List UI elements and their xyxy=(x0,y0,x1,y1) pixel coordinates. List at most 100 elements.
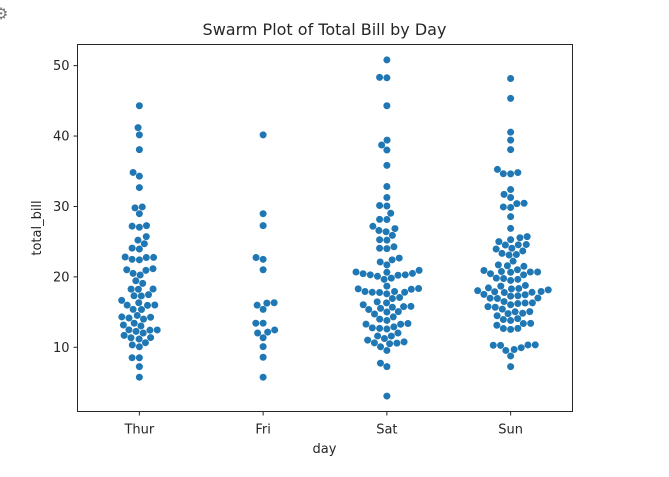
data-point-sat xyxy=(378,141,386,149)
data-point-sun xyxy=(507,301,515,309)
data-point-sat xyxy=(376,73,384,81)
data-point-fri xyxy=(264,328,272,336)
data-point-sun xyxy=(503,262,511,270)
data-point-thur xyxy=(150,253,158,261)
y-tick-label: 10 xyxy=(53,341,70,356)
data-point-fri xyxy=(259,334,267,342)
data-point-sat xyxy=(368,288,376,296)
data-point-sun xyxy=(521,281,529,289)
data-point-thur xyxy=(135,210,143,218)
data-point-sat xyxy=(369,222,377,230)
data-point-sat xyxy=(383,261,391,269)
x-tick-label: Fri xyxy=(255,423,271,438)
data-point-sat xyxy=(371,310,379,318)
data-point-sat xyxy=(408,269,416,277)
data-point-thur xyxy=(135,131,143,139)
settings-icon[interactable]: ⚙ xyxy=(0,4,9,23)
data-point-thur xyxy=(138,203,146,211)
data-point-sat xyxy=(383,282,391,290)
data-point-fri xyxy=(259,305,267,313)
data-point-sun xyxy=(507,128,515,136)
data-point-sat xyxy=(383,146,391,154)
data-point-thur xyxy=(137,292,145,300)
data-point-sat xyxy=(374,332,382,340)
data-point-thur xyxy=(129,269,137,277)
data-point-thur xyxy=(135,343,143,351)
data-point-sat xyxy=(377,304,385,312)
data-point-sat xyxy=(387,332,395,340)
data-point-sat xyxy=(383,183,391,191)
data-point-sun xyxy=(523,233,531,241)
data-point-sun xyxy=(480,290,488,298)
data-point-sat xyxy=(352,268,360,276)
data-point-thur xyxy=(135,172,143,180)
data-point-sun xyxy=(491,303,499,311)
data-point-sun xyxy=(514,315,522,323)
data-point-sun xyxy=(500,298,508,306)
data-point-sun xyxy=(507,285,515,293)
data-point-thur xyxy=(135,102,143,110)
data-point-sun xyxy=(497,341,505,349)
data-point-fri xyxy=(259,131,267,139)
data-point-sun xyxy=(528,299,536,307)
data-point-sun xyxy=(534,268,542,276)
data-point-sun xyxy=(534,294,542,302)
data-point-sat xyxy=(394,329,402,337)
data-point-thur xyxy=(149,285,157,293)
data-point-sat xyxy=(389,313,397,321)
data-point-thur xyxy=(142,266,150,274)
x-tick-label: Thur xyxy=(123,423,154,438)
data-point-thur xyxy=(142,222,150,230)
data-point-sun xyxy=(489,341,497,349)
data-point-sat xyxy=(370,339,378,347)
data-point-sat xyxy=(376,315,384,323)
data-point-sun xyxy=(484,284,492,292)
data-point-sat xyxy=(383,102,391,110)
data-point-sun xyxy=(526,308,534,316)
data-point-thur xyxy=(127,334,135,342)
data-point-sat xyxy=(383,136,391,144)
data-point-thur xyxy=(142,233,150,241)
data-points xyxy=(118,56,552,400)
plot-frame xyxy=(77,44,573,412)
data-point-sat xyxy=(383,236,391,244)
data-point-sat xyxy=(390,243,398,251)
data-point-fri xyxy=(259,319,267,327)
data-point-sun xyxy=(492,274,500,282)
data-point-sun xyxy=(507,292,515,300)
data-point-sat xyxy=(383,290,391,298)
data-point-thur xyxy=(131,204,139,212)
data-point-fri xyxy=(252,254,260,262)
data-point-sun xyxy=(519,320,527,328)
data-point-thur xyxy=(134,124,142,132)
data-point-fri xyxy=(259,222,267,230)
data-point-sun xyxy=(501,241,509,249)
data-point-sun xyxy=(520,271,528,279)
data-point-thur xyxy=(139,329,147,337)
data-point-sun xyxy=(512,251,520,259)
data-point-sat xyxy=(393,339,401,347)
data-point-sat xyxy=(415,284,423,292)
y-tick-label: 40 xyxy=(53,130,70,145)
data-point-sat xyxy=(387,274,395,282)
data-point-sat xyxy=(382,228,390,236)
data-point-sat xyxy=(376,288,384,296)
data-point-sat xyxy=(400,338,408,346)
data-point-sun xyxy=(493,321,501,329)
data-point-sun xyxy=(507,213,515,221)
data-point-sun xyxy=(484,303,492,311)
x-axis-label: day xyxy=(313,442,337,457)
data-point-sat xyxy=(376,244,384,252)
data-point-sun xyxy=(507,204,515,212)
data-point-sun xyxy=(474,287,482,295)
data-point-sun xyxy=(507,224,515,232)
data-point-thur xyxy=(135,256,143,264)
data-point-thur xyxy=(136,271,144,279)
data-point-thur xyxy=(140,240,148,248)
data-point-thur xyxy=(135,299,143,307)
data-point-thur xyxy=(147,313,155,321)
data-point-sat xyxy=(388,256,396,264)
data-point-sun xyxy=(526,268,534,276)
data-point-sat xyxy=(391,225,399,233)
data-point-thur xyxy=(151,301,159,309)
